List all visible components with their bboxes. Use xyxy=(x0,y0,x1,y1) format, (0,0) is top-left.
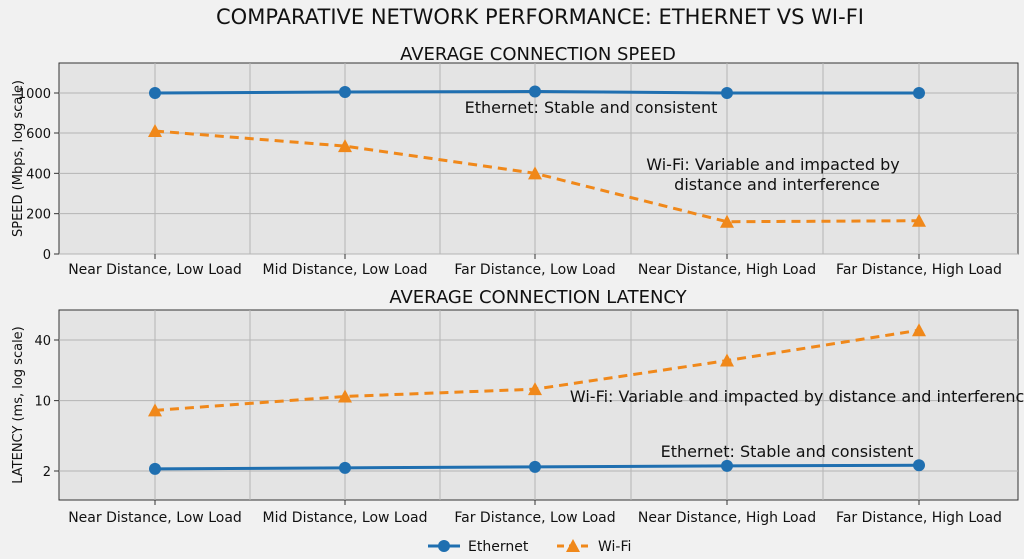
data-point-wifi xyxy=(338,139,352,153)
data-point-ethernet xyxy=(149,462,161,475)
data-point-ethernet xyxy=(149,87,161,99)
subplot-title: AVERAGE CONNECTION SPEED xyxy=(400,44,676,65)
data-point-ethernet xyxy=(339,461,351,474)
x-tick-label: Mid Distance, Low Load xyxy=(262,510,427,526)
data-point-wifi xyxy=(338,389,352,403)
data-point-wifi xyxy=(148,124,162,137)
y-tick-label: 40 xyxy=(34,334,51,349)
y-tick-label: 200 xyxy=(26,208,51,223)
x-tick-label: Near Distance, Low Load xyxy=(68,262,242,278)
data-point-wifi xyxy=(720,353,734,367)
y-tick-label: 600 xyxy=(26,127,51,142)
data-point-ethernet xyxy=(913,459,925,472)
y-tick-label: 2 xyxy=(43,465,51,480)
data-point-ethernet xyxy=(529,85,541,98)
data-point-ethernet xyxy=(721,459,733,472)
x-tick-label: Near Distance, High Load xyxy=(638,262,816,278)
figure-title: COMPARATIVE NETWORK PERFORMANCE: ETHERNE… xyxy=(216,5,864,29)
x-tick-label: Far Distance, High Load xyxy=(836,510,1002,526)
annotation: Wi-Fi: Variable and impacted by xyxy=(646,155,899,174)
data-point-ethernet xyxy=(529,460,541,473)
x-tick-label: Mid Distance, Low Load xyxy=(262,262,427,278)
x-tick-label: Far Distance, High Load xyxy=(836,262,1002,278)
data-point-wifi xyxy=(528,166,542,180)
x-tick-label: Far Distance, Low Load xyxy=(454,262,615,278)
annotation: distance and interference xyxy=(674,175,880,194)
annotation: Ethernet: Stable and consistent xyxy=(661,442,914,461)
x-tick-label: Near Distance, Low Load xyxy=(68,510,242,526)
data-point-wifi xyxy=(912,213,926,227)
y-tick-label: 0 xyxy=(43,248,51,263)
annotation: Ethernet: Stable and consistent xyxy=(465,98,718,117)
subplot-title: AVERAGE CONNECTION LATENCY xyxy=(389,287,687,308)
x-tick-label: Far Distance, Low Load xyxy=(454,510,615,526)
legend-marker-wifi xyxy=(566,539,580,552)
legend-label-wifi: Wi-Fi xyxy=(598,539,631,555)
y-axis-label: LATENCY (ms, log scale) xyxy=(11,326,26,484)
data-point-wifi xyxy=(528,382,542,396)
legend-marker-ethernet xyxy=(438,540,450,552)
legend-label-ethernet: Ethernet xyxy=(468,539,529,555)
legend: Ethernet Wi-Fi xyxy=(428,539,631,555)
chart-panel-2: AVERAGE CONNECTION LATENCY 2 10 40 Near Dist… xyxy=(11,287,1024,526)
annotation: Wi-Fi: Variable and impacted by distance… xyxy=(570,387,1024,406)
data-point-wifi xyxy=(912,323,926,337)
chart-panel-1: AVERAGE CONNECTION SPEED 0 200 400 600 1000 Ne… xyxy=(11,44,1019,278)
y-tick-label: 10 xyxy=(34,395,51,410)
y-axis-label: SPEED (Mbps, log scale) xyxy=(11,80,26,237)
data-point-ethernet xyxy=(721,87,733,99)
data-point-ethernet xyxy=(339,86,351,98)
y-tick-label: 1000 xyxy=(18,87,51,102)
data-point-wifi xyxy=(148,403,162,417)
data-point-ethernet xyxy=(913,87,925,99)
x-tick-label: Near Distance, High Load xyxy=(638,510,816,526)
data-point-wifi xyxy=(720,214,734,228)
y-tick-label: 400 xyxy=(26,167,51,182)
